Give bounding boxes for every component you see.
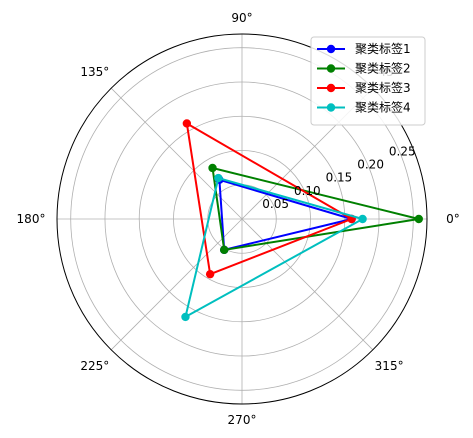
legend-label-3: 聚类标签3 (355, 80, 411, 95)
series-3-point-2 (205, 269, 215, 279)
series-line-1 (218, 178, 352, 251)
angle-tick-label: 315° (375, 359, 404, 373)
radial-tick-label: 0.20 (357, 158, 384, 172)
radial-tick-label: 0.10 (294, 184, 321, 198)
series-4-point-1 (214, 173, 223, 183)
angle-tick-label: 225° (80, 359, 109, 373)
series-2-point-1 (208, 163, 217, 173)
legend-box (310, 36, 426, 126)
series-line-3 (185, 122, 353, 276)
series-3-point-1 (182, 119, 192, 128)
series-2-point-2 (219, 245, 229, 255)
series-line-4 (184, 177, 364, 318)
angle-tick-label: 135° (80, 65, 109, 79)
legend-label-2: 聚类标签2 (355, 61, 411, 76)
legend: 聚类标签1 聚类标签2 聚类标签3 聚类标签4 (310, 36, 426, 126)
angular-gridline-5 (110, 218, 243, 351)
legend-label-1: 聚类标签1 (355, 41, 411, 56)
series-2-point-0 (414, 214, 423, 224)
radial-tick-label: 0.25 (389, 144, 416, 158)
legend-marker-2 (326, 64, 336, 73)
legend-marker-3 (326, 83, 336, 93)
series-4-point-2 (181, 312, 190, 322)
legend-label-4: 聚类标签4 (355, 100, 411, 115)
radial-tick-label: 0.15 (326, 171, 353, 185)
angle-tick-label: 180° (17, 212, 46, 226)
angle-tick-label: 270° (228, 413, 257, 427)
legend-marker-4 (326, 103, 336, 112)
radial-tick-label: 0.05 (262, 197, 289, 211)
angle-tick-label: 0° (446, 212, 460, 226)
series-4-point-0 (358, 214, 367, 224)
angle-tick-label: 90° (231, 11, 252, 25)
series-layer (181, 119, 423, 322)
polar-frame (56, 33, 428, 405)
series-line-2 (211, 166, 420, 251)
legend-marker-1 (326, 44, 336, 54)
